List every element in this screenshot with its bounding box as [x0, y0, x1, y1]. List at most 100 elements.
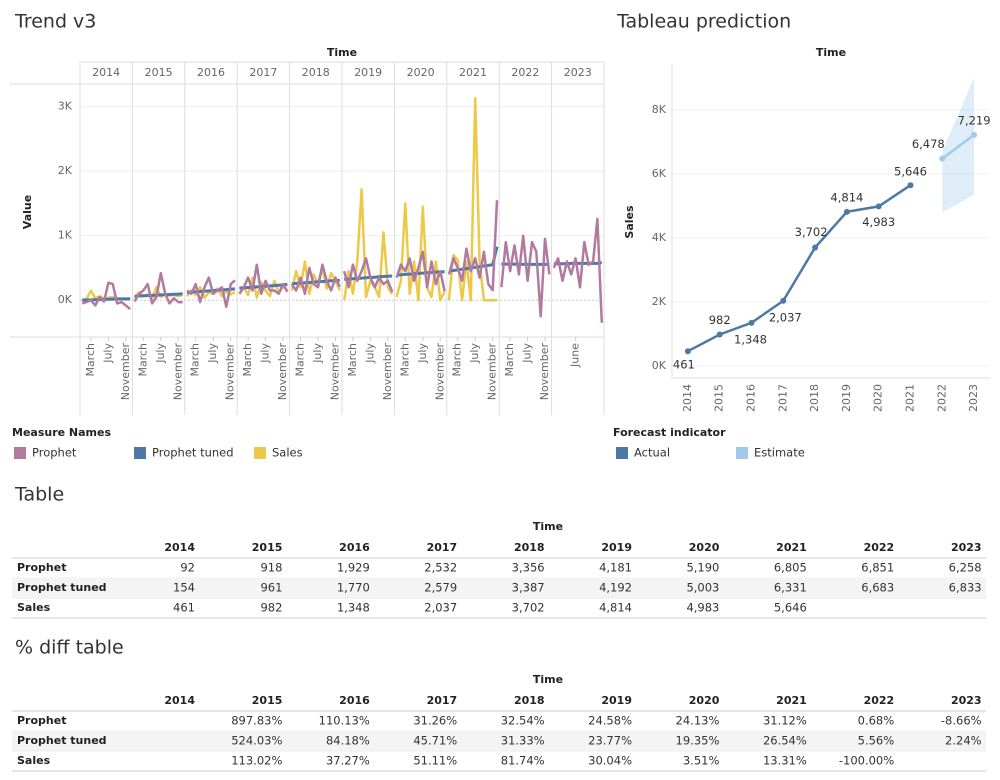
table-cell: 4,983	[686, 601, 719, 615]
column-header: 2023	[951, 541, 982, 554]
series-line	[395, 202, 446, 302]
row-band	[12, 578, 986, 598]
table-cell: 3.51%	[683, 754, 720, 768]
y-tick-label: 6K	[652, 167, 667, 180]
x-tick-label: July	[416, 343, 429, 364]
table-cell: 113.02%	[231, 754, 282, 768]
point	[748, 319, 755, 326]
x-tick-label: November	[171, 343, 184, 401]
column-header: 2017	[427, 694, 458, 707]
table-cell: 1,770	[337, 581, 370, 595]
data-label: 4,983	[862, 215, 895, 229]
row-label: Prophet	[17, 561, 66, 574]
table-cell: -8.66%	[941, 714, 982, 728]
table-title: Table	[14, 484, 64, 506]
column-header: 2015	[252, 541, 283, 554]
table-cell: 31.26%	[413, 714, 457, 728]
x-tick-label: November	[328, 343, 341, 401]
y-tick-label: 2K	[58, 164, 73, 177]
table-cell: 961	[260, 581, 282, 595]
series-line	[395, 250, 446, 292]
table-cell: 461	[173, 601, 195, 615]
column-header: 2020	[689, 541, 720, 554]
column-header: 2022	[864, 541, 895, 554]
table-cell: 6,258	[949, 561, 982, 575]
x-tick-label: March	[398, 343, 411, 377]
column-header: 2021	[776, 541, 807, 554]
x-tick-label: 2018	[808, 384, 821, 412]
y-axis-title: Sales	[623, 205, 636, 239]
column-header: 2020	[689, 694, 720, 707]
row-label: Prophet tuned	[17, 734, 107, 747]
table-cell: 110.13%	[319, 714, 370, 728]
table-cell: 897.83%	[231, 714, 282, 728]
year-header: 2023	[564, 66, 592, 79]
column-header: 2014	[164, 694, 195, 707]
table-cell: 5.56%	[858, 734, 895, 748]
table-cell: 982	[260, 601, 282, 615]
table-cell: 31.12%	[763, 714, 807, 728]
column-header: 2018	[514, 541, 545, 554]
x-tick-label: March	[294, 343, 307, 377]
point	[939, 155, 946, 162]
x-tick-label: 2019	[840, 384, 853, 412]
point	[907, 182, 914, 189]
table-cell: 154	[173, 581, 195, 595]
x-tick-label: March	[503, 343, 516, 377]
legend-label: Prophet tuned	[152, 446, 234, 460]
table-cell: 30.04%	[588, 754, 632, 768]
chart-title: Trend v3	[14, 11, 96, 33]
series-line	[133, 271, 183, 305]
row-label: Sales	[17, 601, 51, 614]
y-tick-label: 3K	[58, 100, 73, 113]
x-tick-label: July	[468, 343, 481, 364]
y-tick-label: 2K	[652, 295, 667, 308]
column-header: 2022	[864, 694, 895, 707]
x-tick-label: 2021	[904, 384, 917, 412]
x-tick-label: March	[451, 343, 464, 377]
x-header: Time	[816, 46, 846, 59]
year-header: 2018	[302, 66, 330, 79]
legend-title: Forecast indicator	[613, 426, 726, 439]
row-label: Sales	[17, 754, 51, 767]
series-line	[342, 187, 394, 301]
x-tick-label: July	[101, 343, 114, 364]
x-tick-label: 2017	[776, 384, 789, 412]
legend-title: Measure Names	[12, 426, 111, 439]
table-cell: -100.00%	[839, 754, 894, 768]
series-line	[342, 257, 394, 293]
x-tick-label: November	[381, 343, 394, 401]
x-tick-label: July	[521, 343, 534, 364]
series-line	[447, 200, 499, 292]
table-header: Time	[533, 520, 563, 533]
legend-label: Sales	[272, 446, 303, 460]
column-header: 2019	[601, 541, 632, 554]
table-cell: 0.68%	[858, 714, 895, 728]
x-tick-label: July	[363, 343, 376, 364]
x-tick-label: July	[154, 343, 167, 364]
series-line	[81, 281, 132, 311]
column-header: 2018	[514, 694, 545, 707]
series-line	[186, 276, 236, 308]
table-cell: 918	[260, 561, 282, 575]
data-label: 6,478	[912, 137, 945, 151]
table-cell: 6,683	[861, 581, 894, 595]
data-label: 7,219	[958, 113, 991, 127]
table-cell: 3,356	[512, 561, 545, 575]
table-title: % diff table	[15, 637, 124, 659]
table-cell: 26.54%	[763, 734, 807, 748]
legend-swatch	[14, 447, 26, 459]
table-cell: 3,387	[512, 581, 545, 595]
x-tick-label: November	[433, 343, 446, 401]
year-header: 2021	[459, 66, 487, 79]
table-cell: 81.74%	[501, 754, 545, 768]
x-tick-label: November	[276, 343, 289, 401]
x-tick-label: July	[311, 343, 324, 364]
point	[716, 331, 723, 338]
x-tick-label: March	[189, 343, 202, 377]
y-axis-title: Value	[21, 195, 34, 229]
column-header: 2019	[601, 694, 632, 707]
point	[843, 208, 850, 215]
table-cell: 45.71%	[413, 734, 457, 748]
data-label: 461	[673, 358, 695, 372]
